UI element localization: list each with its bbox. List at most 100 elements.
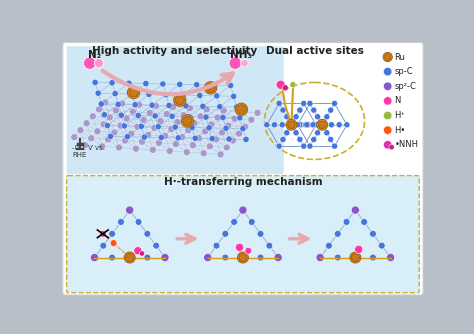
Circle shape	[203, 106, 210, 113]
Circle shape	[383, 111, 392, 120]
Circle shape	[129, 91, 135, 97]
Circle shape	[208, 121, 215, 128]
Circle shape	[141, 134, 147, 140]
Circle shape	[82, 142, 89, 149]
Circle shape	[307, 100, 313, 107]
Circle shape	[212, 136, 219, 143]
Circle shape	[226, 136, 232, 142]
Circle shape	[209, 136, 215, 142]
Circle shape	[237, 252, 248, 263]
Circle shape	[189, 124, 195, 131]
Circle shape	[383, 67, 392, 76]
Circle shape	[307, 143, 313, 149]
Circle shape	[245, 247, 252, 254]
Circle shape	[99, 143, 106, 150]
Circle shape	[145, 131, 152, 138]
Circle shape	[217, 151, 224, 158]
Circle shape	[180, 112, 187, 119]
Circle shape	[183, 116, 192, 126]
Circle shape	[304, 122, 310, 128]
Circle shape	[210, 82, 217, 88]
Circle shape	[386, 254, 395, 262]
Circle shape	[126, 206, 134, 214]
Circle shape	[297, 136, 303, 143]
Circle shape	[204, 254, 212, 262]
Circle shape	[101, 99, 109, 106]
Circle shape	[239, 254, 246, 261]
Circle shape	[228, 82, 234, 89]
Circle shape	[143, 80, 149, 87]
Circle shape	[239, 254, 247, 262]
FancyBboxPatch shape	[63, 42, 423, 295]
Circle shape	[214, 93, 220, 99]
Circle shape	[274, 254, 282, 262]
Circle shape	[370, 254, 376, 261]
Circle shape	[298, 122, 304, 128]
Circle shape	[272, 122, 278, 128]
Text: N₂: N₂	[89, 50, 102, 60]
Circle shape	[355, 245, 363, 254]
Circle shape	[124, 252, 135, 263]
Circle shape	[315, 114, 321, 120]
Circle shape	[92, 79, 98, 86]
Circle shape	[290, 81, 296, 88]
Text: NH₃: NH₃	[230, 50, 253, 60]
Circle shape	[284, 114, 290, 120]
Circle shape	[163, 92, 169, 98]
Circle shape	[383, 82, 392, 91]
Circle shape	[123, 115, 130, 122]
Circle shape	[206, 83, 215, 93]
Text: •NNH: •NNH	[395, 140, 419, 149]
Circle shape	[352, 254, 359, 261]
Circle shape	[200, 150, 207, 157]
Circle shape	[197, 93, 203, 99]
Circle shape	[236, 130, 243, 137]
Circle shape	[276, 143, 282, 149]
Circle shape	[191, 120, 198, 127]
Circle shape	[315, 130, 321, 136]
Circle shape	[146, 109, 153, 116]
Circle shape	[389, 144, 394, 150]
Circle shape	[115, 101, 121, 108]
Text: N: N	[395, 97, 401, 106]
Circle shape	[98, 101, 104, 107]
Circle shape	[174, 119, 181, 126]
Circle shape	[350, 252, 361, 263]
Circle shape	[361, 218, 367, 225]
Circle shape	[231, 218, 237, 225]
Circle shape	[138, 138, 146, 145]
Circle shape	[223, 144, 230, 151]
Circle shape	[144, 230, 151, 237]
Circle shape	[89, 113, 96, 120]
Circle shape	[383, 97, 392, 105]
Circle shape	[126, 80, 132, 86]
Circle shape	[222, 254, 228, 261]
Circle shape	[237, 105, 246, 114]
Circle shape	[197, 113, 204, 120]
Circle shape	[169, 113, 175, 119]
Circle shape	[118, 100, 126, 107]
Circle shape	[146, 91, 152, 98]
Circle shape	[202, 128, 209, 135]
Circle shape	[236, 243, 244, 252]
Circle shape	[173, 141, 179, 148]
Circle shape	[185, 127, 191, 134]
Circle shape	[109, 80, 115, 86]
Circle shape	[257, 254, 264, 261]
Circle shape	[243, 136, 249, 143]
Circle shape	[153, 242, 160, 249]
Circle shape	[239, 206, 247, 214]
Circle shape	[83, 120, 90, 127]
Circle shape	[280, 136, 286, 143]
Circle shape	[166, 148, 173, 154]
Circle shape	[134, 123, 141, 130]
Circle shape	[100, 230, 106, 237]
Circle shape	[310, 122, 316, 128]
Circle shape	[155, 139, 163, 146]
FancyBboxPatch shape	[66, 46, 284, 174]
Circle shape	[117, 122, 124, 129]
Circle shape	[140, 116, 147, 123]
Circle shape	[183, 103, 189, 109]
Circle shape	[279, 122, 285, 128]
Circle shape	[151, 124, 158, 131]
